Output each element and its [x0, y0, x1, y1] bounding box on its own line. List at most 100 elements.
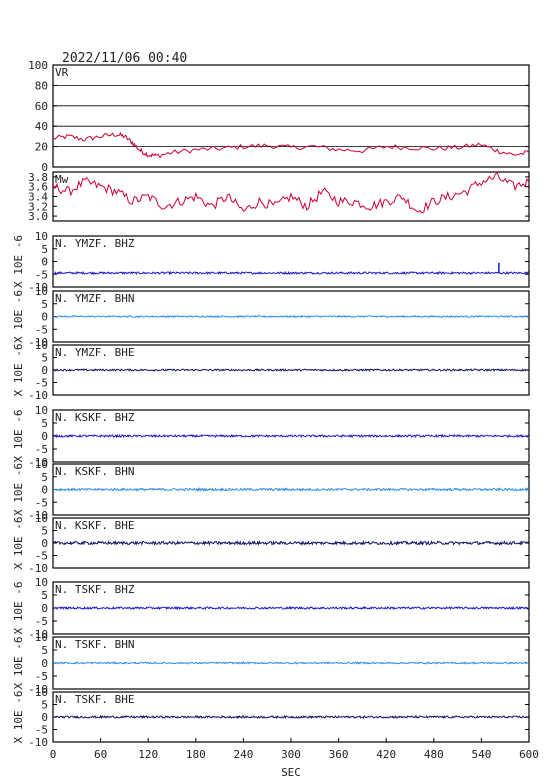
y-tick-label: 5 [41, 298, 48, 311]
panel-label: N. KSKF. BHE [55, 519, 134, 532]
y-tick-label: -10 [28, 509, 48, 522]
x-tick-label: 300 [281, 748, 301, 761]
y-tick-label: 10 [35, 686, 48, 699]
y-tick-label: -5 [35, 670, 48, 683]
y-axis-label: X 10E -6 [12, 463, 25, 516]
waveform-line [53, 433, 530, 439]
panel-label: N. TSKF. BHN [55, 638, 134, 651]
y-tick-label: 5 [41, 644, 48, 657]
x-tick-label: 0 [50, 748, 57, 761]
waveform-line [52, 714, 530, 720]
x-tick-label: 540 [471, 748, 491, 761]
y-tick-label: 10 [35, 404, 48, 417]
y-axis-label: X 10E -6 [12, 290, 25, 343]
header-datetime: 2022/11/06 00:40 [62, 51, 187, 66]
y-tick-label: 60 [35, 100, 48, 113]
y-tick-label: -10 [28, 336, 48, 349]
y-tick-label: 40 [35, 120, 48, 133]
y-tick-label: -10 [28, 456, 48, 469]
y-axis-label: X 10E -6 [12, 691, 25, 744]
y-tick-label: -5 [35, 615, 48, 628]
y-tick-label: -10 [28, 628, 48, 641]
y-tick-label: 0 [41, 161, 48, 174]
panel-label: VR [55, 66, 69, 79]
series-line [52, 131, 530, 159]
panel-label: N. KSKF. BHN [55, 465, 134, 478]
waveform-line [52, 270, 530, 276]
y-tick-label: -10 [28, 683, 48, 696]
y-tick-label: 3.8 [28, 171, 48, 184]
y-tick-label: 3.0 [28, 210, 48, 223]
y-tick-label: 100 [28, 59, 48, 72]
y-tick-label: 10 [35, 339, 48, 352]
y-tick-label: 0 [41, 364, 48, 377]
x-tick-label: 420 [376, 748, 396, 761]
y-tick-label: 5 [41, 243, 48, 256]
waveform-line [52, 539, 530, 546]
y-tick-label: -10 [28, 389, 48, 402]
x-tick-label: 600 [519, 748, 539, 761]
x-tick-label: 180 [186, 748, 206, 761]
y-tick-label: 0 [41, 657, 48, 670]
y-tick-label: 0 [41, 484, 48, 497]
panel-label: N. TSKF. BHZ [55, 583, 135, 596]
y-tick-label: 5 [41, 525, 48, 538]
panel-label: Mw [55, 173, 69, 186]
panel-label: N. YMZF. BHZ [55, 237, 135, 250]
panel-vr: 0 20 40 60 80 100 VR [28, 59, 530, 174]
waveform-line [52, 487, 530, 492]
y-axis-label: X 10E -6 [12, 637, 25, 690]
y-axis-label: X 10E -6 [12, 517, 25, 570]
series-line [52, 171, 530, 214]
y-tick-label: -5 [35, 550, 48, 563]
waveform-line [52, 605, 530, 611]
panel-label: N. YMZF. BHN [55, 292, 134, 305]
y-tick-label: 5 [41, 352, 48, 365]
x-tick-label: 60 [94, 748, 107, 761]
y-tick-label: 10 [35, 631, 48, 644]
y-axis-label: X 10E -6 [12, 582, 25, 635]
y-tick-label: 10 [35, 512, 48, 525]
y-tick-label: 0 [41, 537, 48, 550]
y-tick-label: -5 [35, 496, 48, 509]
y-tick-label: -5 [35, 443, 48, 456]
x-tick-label: 240 [233, 748, 253, 761]
y-axis-label: X 10E -6 [12, 235, 25, 288]
y-tick-label: 0 [41, 256, 48, 269]
y-tick-label: 20 [35, 141, 48, 154]
y-tick-label: 3.6 [28, 181, 48, 194]
y-tick-label: -5 [35, 724, 48, 737]
y-tick-label: 10 [35, 230, 48, 243]
y-tick-label: 10 [35, 458, 48, 471]
panel-label: N. KSKF. BHZ [55, 411, 135, 424]
y-tick-label: 5 [41, 417, 48, 430]
waveform-line [52, 661, 530, 665]
y-tick-label: 5 [41, 589, 48, 602]
y-tick-label: -10 [28, 562, 48, 575]
y-tick-label: 0 [41, 711, 48, 724]
y-tick-label: -5 [35, 268, 48, 281]
panel-mw: 3.03.23.43.63.8 Mw [28, 171, 530, 223]
y-tick-label: 5 [41, 471, 48, 484]
y-tick-label: 5 [41, 699, 48, 712]
y-tick-label: -5 [35, 323, 48, 336]
x-tick-label: 480 [424, 748, 444, 761]
waveform-line [52, 314, 530, 319]
x-axis: 0 60 120 180 240 300 360 420 480 540 600 [50, 738, 539, 761]
x-tick-label: 120 [138, 748, 158, 761]
y-tick-label: 3.4 [28, 191, 48, 204]
y-tick-label: 10 [35, 576, 48, 589]
y-tick-label: 10 [35, 285, 48, 298]
x-axis-label: SEC [281, 766, 301, 779]
